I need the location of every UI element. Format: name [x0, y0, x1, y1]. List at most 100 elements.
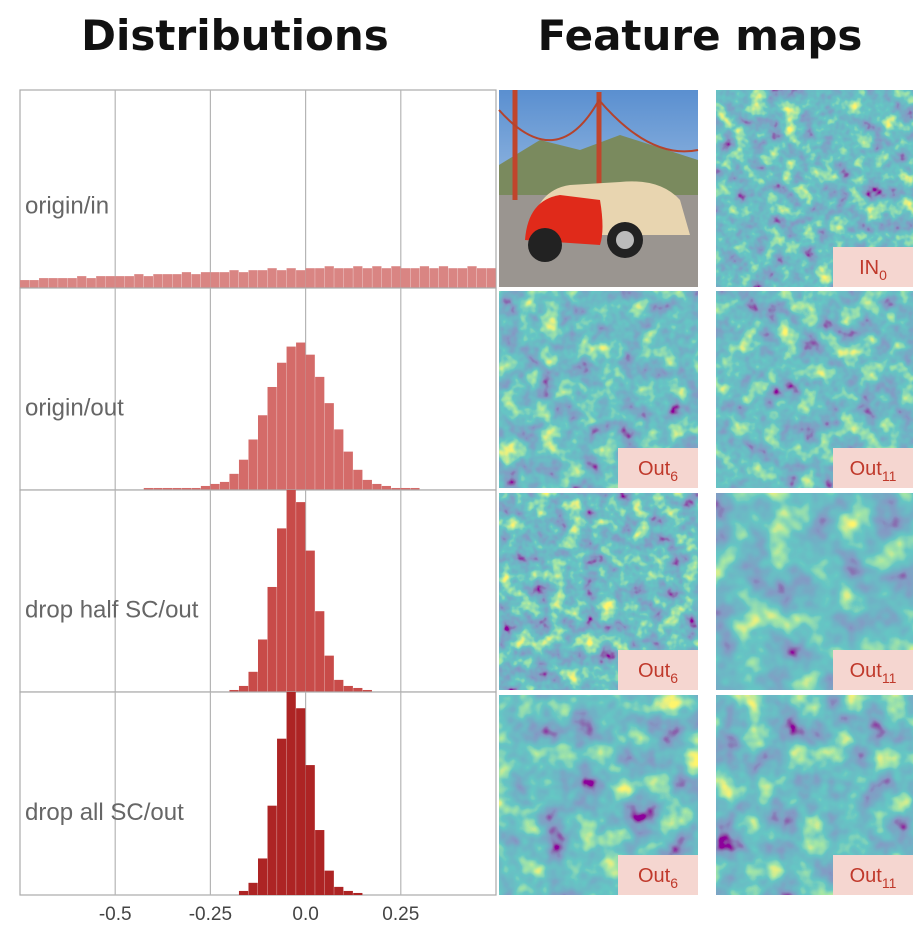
histogram-bar [163, 274, 172, 288]
histogram-bar [248, 883, 257, 895]
histogram-bar [296, 502, 305, 692]
histogram-bar [58, 278, 67, 288]
histogram-bar [248, 672, 257, 692]
photo-hub [616, 231, 634, 249]
histogram-bar [144, 276, 153, 288]
histogram-bar [287, 692, 296, 895]
label-subscript: 6 [670, 468, 678, 484]
histogram-bar [334, 429, 343, 490]
histogram-bar [287, 268, 296, 288]
panel-label: drop all SC/out [25, 799, 184, 826]
x-tick-label: 0.0 [292, 904, 318, 925]
histogram-bar [258, 270, 267, 288]
label-text: Out [850, 458, 883, 480]
histogram-bar [420, 266, 429, 288]
x-tick-label: -0.25 [189, 904, 232, 925]
histogram-bar [296, 270, 305, 288]
histogram-bar [325, 266, 334, 288]
histogram-bar [277, 528, 286, 692]
histogram-bar [439, 266, 448, 288]
distributions-title: Distributions [81, 11, 389, 60]
histogram-bar [429, 268, 438, 288]
histogram-bar [448, 268, 457, 288]
histogram-bar [258, 415, 267, 490]
histogram-bar [306, 355, 315, 490]
histogram-bar [410, 268, 419, 288]
histogram-bar [77, 276, 86, 288]
histogram-bar [363, 268, 372, 288]
histogram-bar [182, 272, 191, 288]
histogram-bar [20, 280, 29, 288]
label-text: Out [850, 865, 883, 887]
label-text: Out [638, 865, 671, 887]
histogram-bar [344, 686, 353, 692]
histogram-bar [353, 470, 362, 490]
panel-label: origin/in [25, 192, 109, 219]
histogram-bar [306, 551, 315, 692]
histogram-bar [268, 806, 277, 895]
photo-wheel [528, 228, 562, 262]
histogram-bar [325, 871, 334, 895]
histogram-bar [210, 484, 219, 490]
panel-label: origin/out [25, 395, 124, 422]
histogram-bar [334, 680, 343, 692]
histogram-bar [458, 268, 467, 288]
histogram-bar [191, 274, 200, 288]
panel-frame [20, 90, 496, 288]
histogram-bar [325, 656, 334, 692]
histogram-bar [296, 343, 305, 490]
histogram-bar [363, 480, 372, 490]
histogram-bar [258, 858, 267, 895]
histogram-bar [220, 272, 229, 288]
label-text: Out [850, 660, 883, 682]
histogram-bar [201, 272, 210, 288]
label-subscript: 6 [670, 670, 678, 686]
histogram-bar [248, 270, 257, 288]
histogram-bar [306, 765, 315, 895]
histogram-bar [382, 486, 391, 490]
label-text: Out [638, 660, 671, 682]
histogram-bar [287, 490, 296, 692]
histogram-bar [391, 266, 400, 288]
histogram-bar [153, 274, 162, 288]
histogram-bar [382, 268, 391, 288]
histogram-bar [239, 272, 248, 288]
histogram-bar [315, 611, 324, 692]
histogram-bar [201, 486, 210, 490]
x-tick-label: -0.5 [99, 904, 132, 925]
histogram-bar [401, 268, 410, 288]
histogram-bar [68, 278, 77, 288]
histogram-bar [268, 587, 277, 692]
histogram-bar [353, 266, 362, 288]
histogram-bar [353, 893, 362, 895]
histogram-bar [277, 363, 286, 490]
histogram-bar [277, 739, 286, 895]
histogram-bar [268, 387, 277, 490]
histogram-bar [306, 268, 315, 288]
histogram-bar [315, 377, 324, 490]
histogram-bar [268, 268, 277, 288]
histogram-bar [344, 452, 353, 490]
label-text: Out [638, 458, 671, 480]
histogram-bar [248, 440, 257, 491]
histogram-bar [372, 484, 381, 490]
figure: Distributions Feature maps origin/inorig… [0, 0, 913, 931]
label-subscript: 11 [882, 875, 897, 891]
histogram-bar [315, 830, 324, 895]
histogram-bar [315, 268, 324, 288]
label-subscript: 11 [882, 468, 897, 484]
panel-label: drop half SC/out [25, 597, 199, 624]
histogram-bar [220, 482, 229, 490]
histogram-bar [106, 276, 115, 288]
histogram-bar [325, 403, 334, 490]
histogram-bar [477, 268, 486, 288]
histogram-bar [125, 276, 134, 288]
x-tick-label: 0.25 [382, 904, 419, 925]
histogram-bar [87, 278, 96, 288]
histogram-bar [287, 347, 296, 490]
histogram-bar [353, 688, 362, 692]
histogram-bar [239, 686, 248, 692]
histogram-bar [30, 280, 39, 288]
histogram-bar [296, 708, 305, 895]
histogram-bar [334, 268, 343, 288]
